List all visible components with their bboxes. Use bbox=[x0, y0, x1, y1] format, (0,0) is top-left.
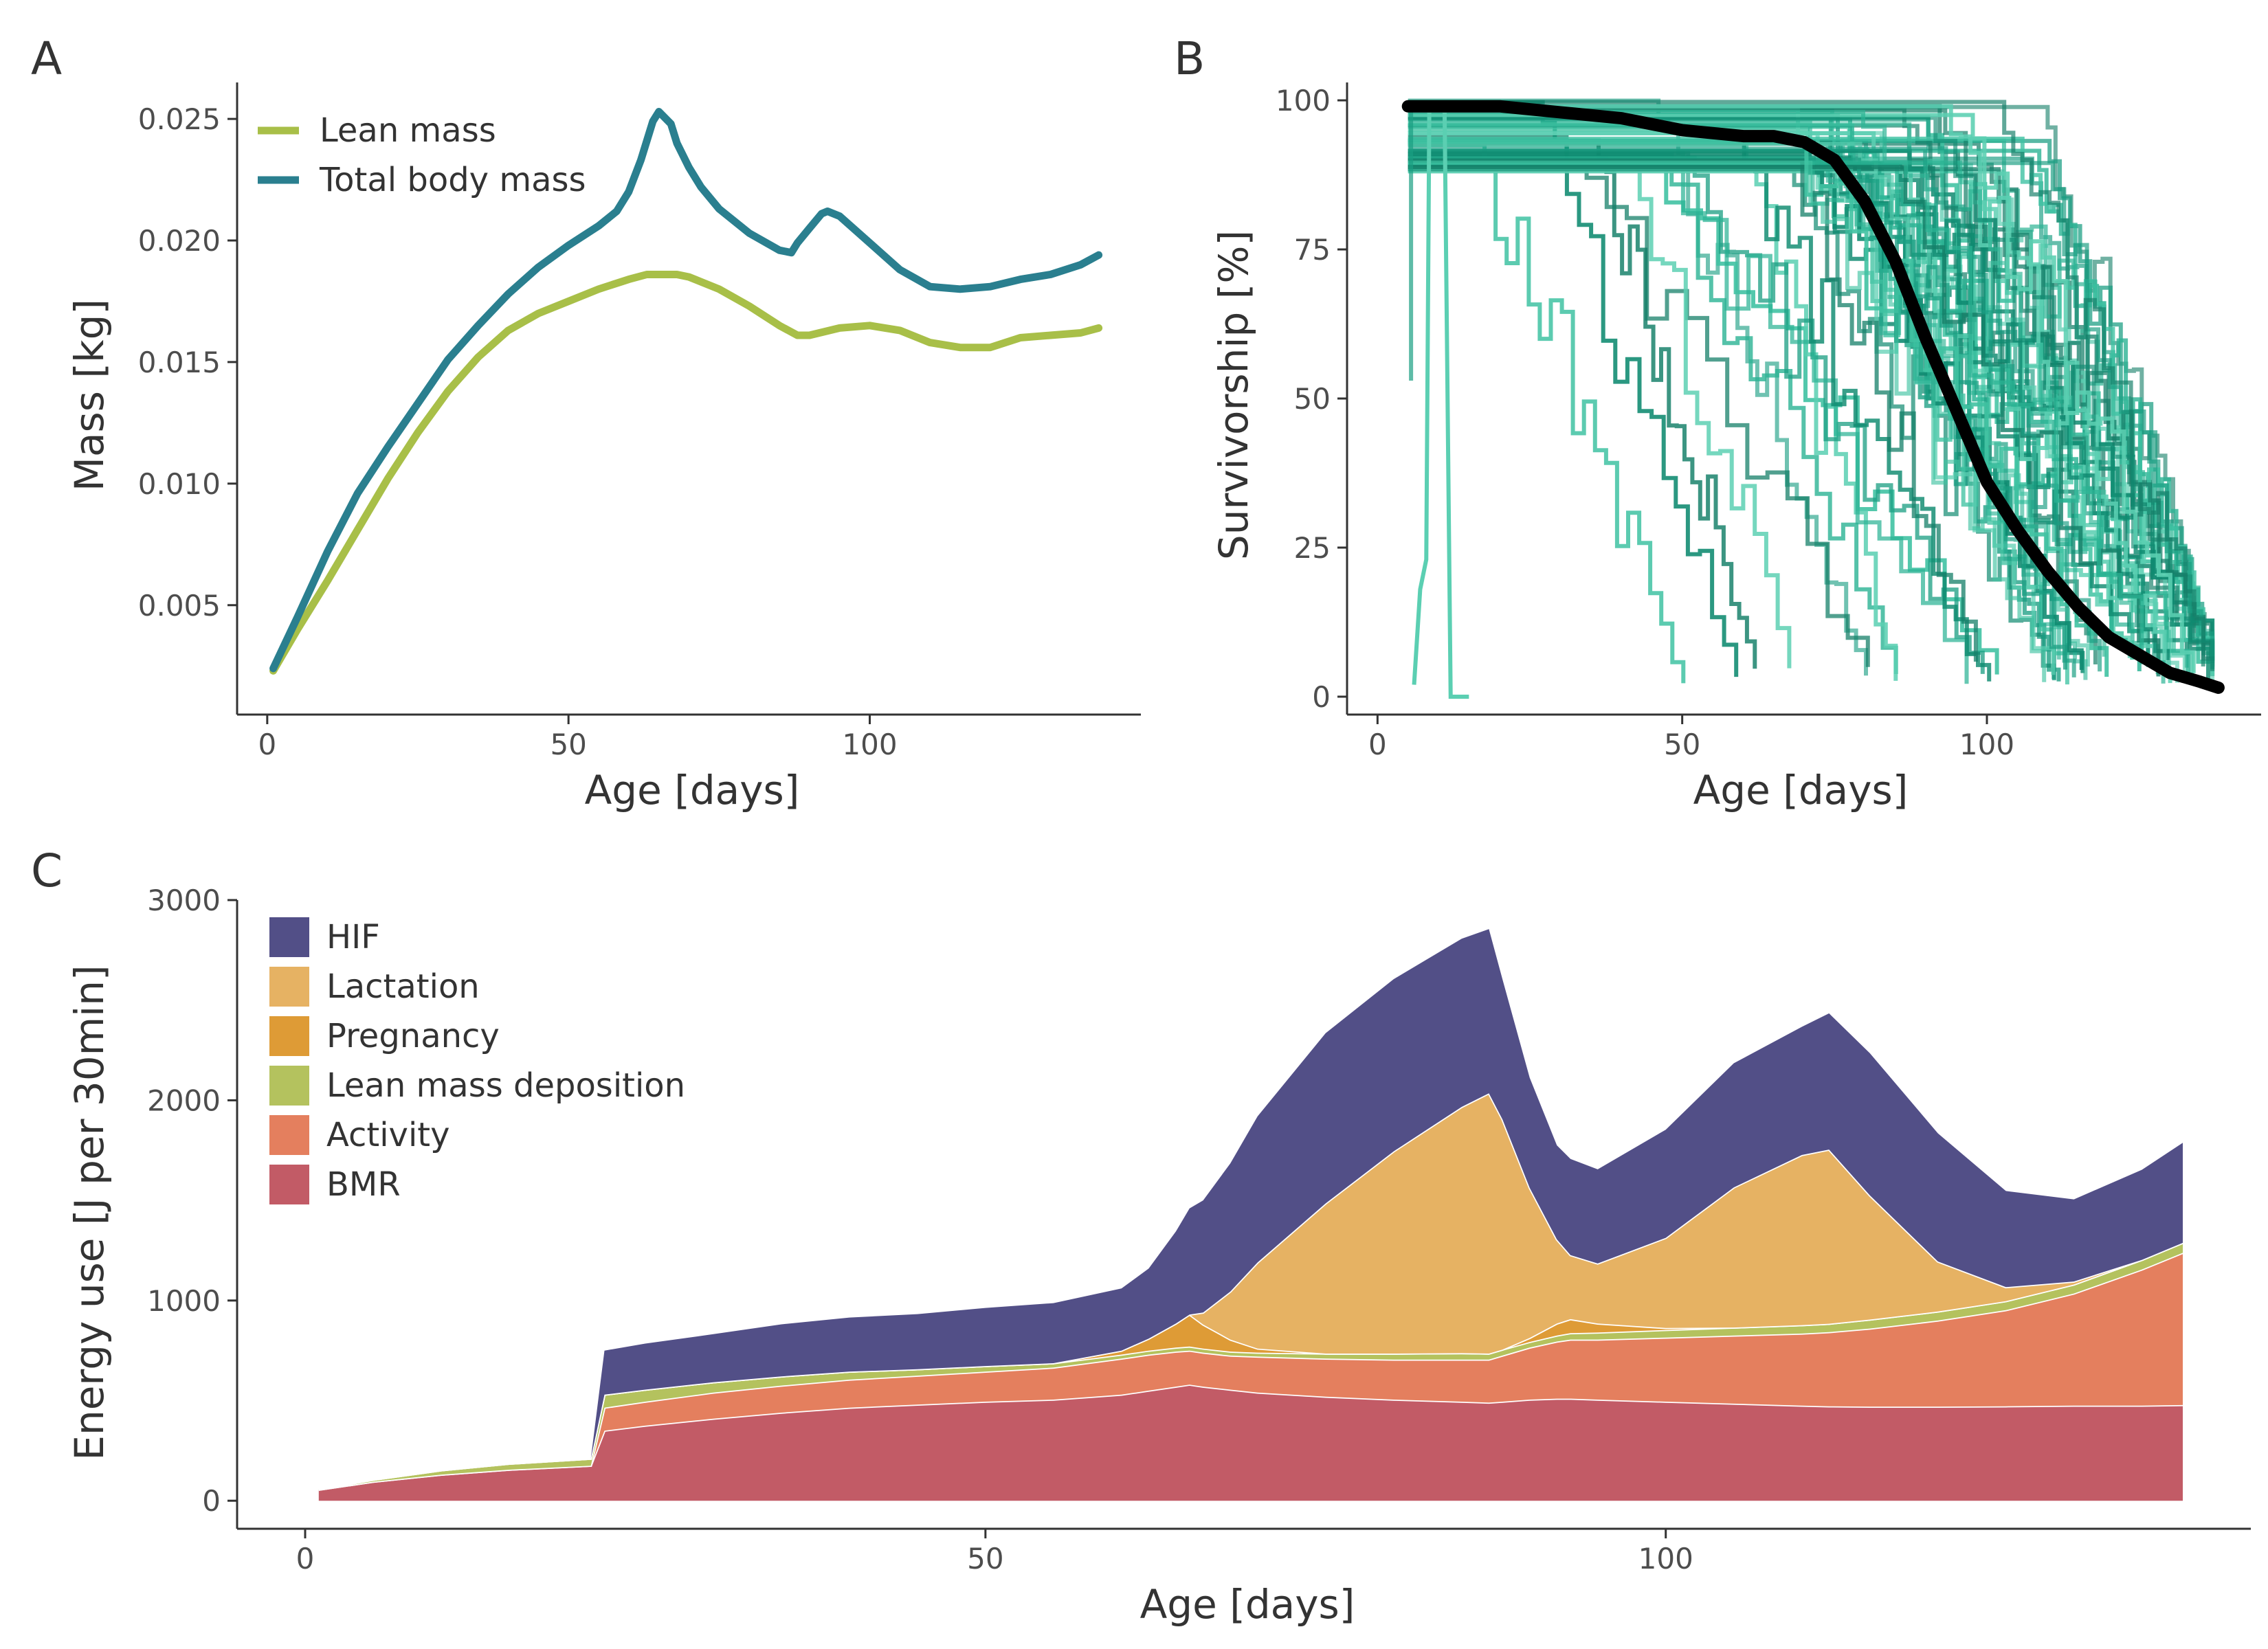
panel-b-label: B bbox=[1174, 32, 1205, 85]
panel-b-y-tick-label: 100 bbox=[1276, 84, 1331, 117]
panel-c-legend-swatch bbox=[269, 1115, 309, 1155]
panel-a-y-tick-label: 0.015 bbox=[138, 346, 221, 379]
panel-c-legend-label: Activity bbox=[326, 1116, 450, 1154]
panel-c-x-axis-title: Age [days] bbox=[1140, 1581, 1355, 1628]
panel-c-area-activity bbox=[318, 1253, 2183, 1490]
panel-b-run-line bbox=[1408, 158, 1792, 669]
panel-b-run-line bbox=[1408, 138, 1757, 669]
panel-b-run-line bbox=[1412, 104, 1469, 699]
panel-b: B 0 50 100 0 25 50 75 100 Age [days] Survivorsh… bbox=[1174, 32, 2261, 814]
panel-a-x-tick-label: 100 bbox=[842, 728, 897, 761]
panel-a-label: A bbox=[31, 32, 62, 85]
panel-a-series-lean-mass-line bbox=[269, 271, 1103, 675]
panel-c-legend-swatch bbox=[269, 917, 309, 957]
panel-a-legend-label: Lean mass bbox=[320, 111, 496, 150]
panel-c-legend-label: Lean mass deposition bbox=[326, 1066, 685, 1105]
panel-a-y-tick-label: 0.020 bbox=[138, 224, 221, 258]
panel-c-y-axis-title: Energy use [J per 30min] bbox=[66, 965, 113, 1460]
panel-a: A 0 50 100 0.005 0.010 0.015 0.020 0.025 Lean m… bbox=[31, 32, 1141, 814]
panel-c-y-tick-label: 1000 bbox=[147, 1284, 221, 1318]
panel-b-run-line bbox=[1408, 139, 1992, 682]
panel-b-run-line bbox=[1408, 160, 2144, 662]
panel-b-run-line bbox=[1408, 160, 1999, 675]
panel-b-run-line bbox=[1408, 142, 1686, 684]
panel-b-run-line bbox=[1408, 151, 1969, 684]
panel-b-run-line bbox=[1408, 151, 1898, 674]
panel-b-y-tick-label: 25 bbox=[1294, 531, 1331, 565]
panel-c-legend-label: BMR bbox=[326, 1165, 401, 1204]
panel-a-y-tick-label: 0.025 bbox=[138, 102, 221, 136]
panel-b-y-tick-label: 75 bbox=[1294, 233, 1331, 267]
panel-b-y-tick-label: 50 bbox=[1294, 382, 1331, 416]
panel-c-area-hif bbox=[318, 929, 2183, 1490]
panel-a-x-axis-title: Age [days] bbox=[585, 767, 800, 814]
panel-b-run-line bbox=[1408, 155, 1985, 674]
panel-b-run-line bbox=[1408, 167, 2215, 661]
panel-b-run-line bbox=[1408, 160, 2047, 682]
panel-b-x-tick-label: 0 bbox=[1368, 728, 1387, 761]
panel-c-y-tick-label: 2000 bbox=[147, 1084, 221, 1117]
panel-b-run-line bbox=[1408, 142, 1898, 681]
panel-b-mean-survivorship-line bbox=[1401, 100, 2225, 694]
panel-a-y-axis-title: Mass [kg] bbox=[66, 299, 113, 491]
panel-b-run-line bbox=[1408, 142, 2179, 683]
panel-a-legend-label: Total body mass bbox=[319, 161, 586, 199]
panel-b-y-tick-label: 0 bbox=[1312, 680, 1331, 714]
panel-b-run-line bbox=[1408, 100, 2215, 671]
panel-c-x-tick-label: 100 bbox=[1638, 1542, 1693, 1575]
panel-c-x-tick-label: 50 bbox=[967, 1542, 1003, 1575]
panel-b-x-axis-title: Age [days] bbox=[1693, 767, 1909, 814]
panel-c-legend-label: Lactation bbox=[326, 967, 480, 1006]
panel-c-legend-swatch bbox=[269, 1066, 309, 1106]
panel-a-y-tick-label: 0.005 bbox=[138, 589, 221, 622]
panel-b-y-axis-title: Survivorship [%] bbox=[1210, 230, 1257, 560]
panel-c-x-tick-label: 0 bbox=[296, 1542, 315, 1575]
panel-c-area-lactation bbox=[318, 1093, 2183, 1490]
panel-a-series-total-body-mass-line bbox=[269, 108, 1103, 673]
panel-b-run-line bbox=[1408, 158, 2085, 673]
panel-c-legend-label: HIF bbox=[326, 918, 380, 956]
panel-a-x-tick-label: 0 bbox=[258, 728, 276, 761]
panel-c-legend-label: Pregnancy bbox=[326, 1017, 500, 1055]
panel-b-run-line bbox=[1408, 113, 2196, 673]
panel-c-legend-swatch bbox=[269, 967, 309, 1007]
panel-c-area-bmr bbox=[318, 1384, 2183, 1501]
panel-c-legend-swatch bbox=[269, 1016, 309, 1056]
panel-b-x-tick-label: 50 bbox=[1664, 728, 1700, 761]
panel-b-run-line bbox=[1408, 110, 2166, 684]
panel-b-x-tick-label: 100 bbox=[1959, 728, 2014, 761]
panel-c-label: C bbox=[31, 844, 63, 897]
panel-b-run-line bbox=[1408, 134, 1870, 667]
panel-c-legend-swatch bbox=[269, 1165, 309, 1204]
panel-c-y-tick-label: 3000 bbox=[147, 884, 221, 917]
panel-b-run-line bbox=[1408, 158, 1978, 662]
panel-b-run-line bbox=[1408, 139, 2109, 677]
panel-a-x-tick-label: 50 bbox=[550, 728, 586, 761]
panel-c-y-tick-label: 0 bbox=[202, 1484, 221, 1518]
panel-a-y-tick-label: 0.010 bbox=[138, 467, 221, 501]
